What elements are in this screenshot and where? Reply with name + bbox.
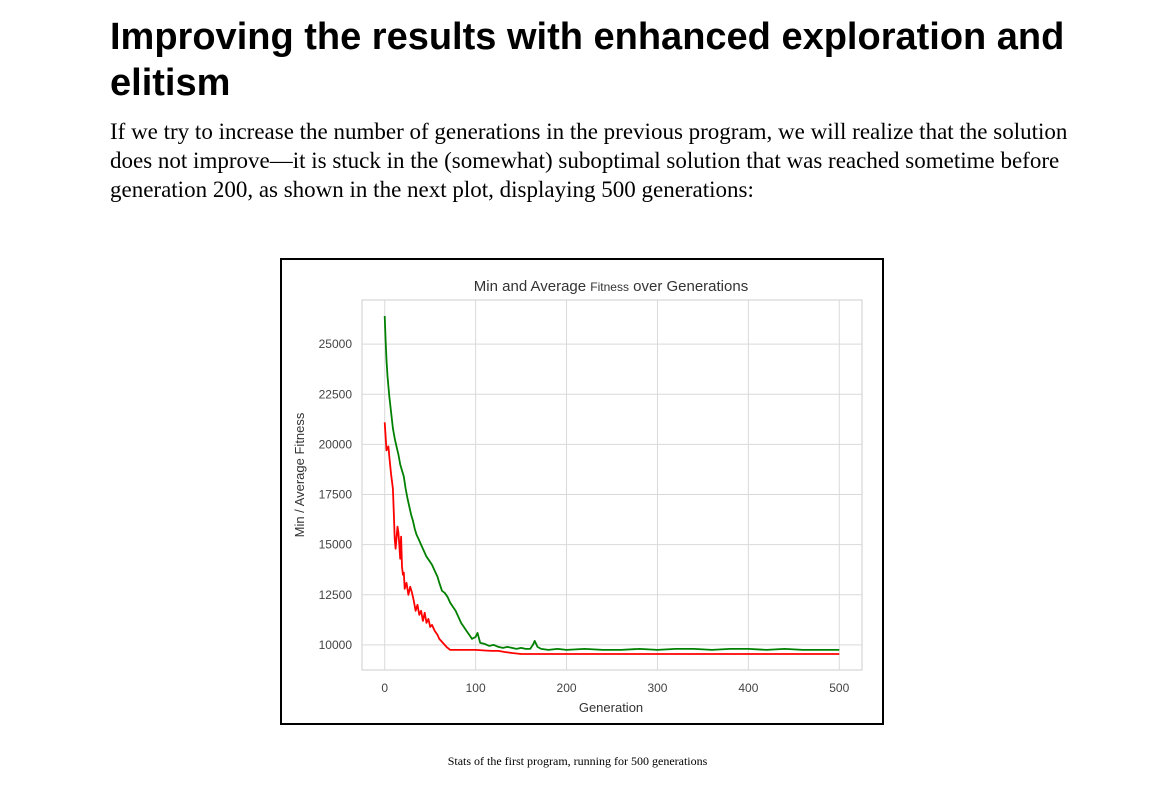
x-tick-labels: 0 100 200 300 400 500 [381,681,849,695]
x-tick-label: 500 [829,681,849,695]
y-tick-label: 22500 [319,387,353,401]
chart-title: Min and Average Fitness over Generations [474,278,748,295]
y-tick-label: 15000 [319,538,353,552]
x-tick-label: 400 [738,681,758,695]
plot-background [361,299,863,671]
section-heading: Improving the results with enhanced expl… [110,16,1065,104]
gridlines [362,300,862,670]
series-layer [383,315,840,655]
chart-title-part-1: Min and Average [474,278,590,295]
y-tick-label: 17500 [319,488,353,502]
x-axis-label: Generation [579,700,643,715]
x-tick-label: 0 [381,681,388,695]
y-tick-label: 20000 [319,437,353,451]
plot-area [361,299,863,671]
y-tick-label: 25000 [319,337,353,351]
y-tick-labels: 10000 12500 15000 17500 20000 22500 25000 [319,337,353,652]
fitness-chart: Min and Average Fitness over Generations… [292,278,863,715]
chart-title-part-3: over Generations [629,278,748,295]
figure-caption: Stats of the first program, running for … [447,754,708,768]
x-tick-label: 200 [557,681,577,695]
chart-title-part-2: Fitness [590,280,629,294]
y-axis-label: Min / Average Fitness [292,412,307,537]
x-tick-label: 300 [647,681,667,695]
body-paragraph: If we try to increase the number of gene… [110,119,1068,202]
y-tick-label: 12500 [319,588,353,602]
series-line-2 [383,315,840,651]
x-tick-label: 100 [466,681,486,695]
series-line-1 [383,422,840,655]
y-tick-label: 10000 [319,638,353,652]
chart-figure: Min and Average Fitness over Generations… [280,258,884,725]
